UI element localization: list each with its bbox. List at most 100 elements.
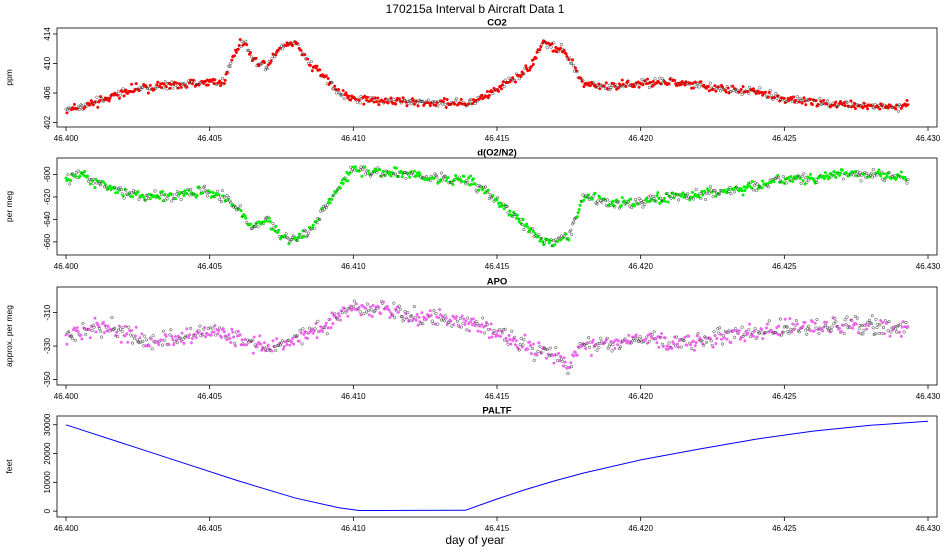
data-point xyxy=(713,189,717,193)
data-point xyxy=(766,95,770,99)
data-point xyxy=(513,343,518,347)
data-point xyxy=(490,335,494,339)
data-point xyxy=(576,211,580,215)
data-point xyxy=(751,188,755,192)
data-point xyxy=(336,317,340,321)
data-point xyxy=(504,336,508,340)
data-point xyxy=(870,314,874,318)
data-point xyxy=(477,188,481,192)
data-point xyxy=(236,207,240,211)
data-point xyxy=(124,188,128,192)
data-point xyxy=(784,181,788,185)
data-point xyxy=(669,76,673,80)
data-point xyxy=(823,323,828,327)
data-point xyxy=(701,342,705,346)
data-point xyxy=(605,336,609,340)
data-point xyxy=(615,198,619,202)
data-point xyxy=(476,329,480,333)
series-points xyxy=(64,299,910,376)
data-point xyxy=(410,171,414,176)
data-point xyxy=(886,329,890,333)
data-point xyxy=(124,88,128,92)
data-point xyxy=(121,325,125,329)
data-point xyxy=(355,100,359,104)
data-point xyxy=(652,83,656,87)
data-point xyxy=(683,83,687,87)
data-point xyxy=(851,326,855,330)
data-point xyxy=(774,91,778,95)
data-point xyxy=(337,314,341,318)
data-point xyxy=(542,346,547,350)
data-point xyxy=(798,176,802,180)
data-point xyxy=(578,203,582,207)
data-point xyxy=(857,173,861,178)
data-point xyxy=(793,327,797,331)
data-point xyxy=(248,51,253,55)
data-point xyxy=(817,332,821,336)
data-point xyxy=(313,327,317,331)
data-point xyxy=(360,174,364,178)
data-point xyxy=(405,316,409,320)
data-point xyxy=(206,83,210,87)
data-point xyxy=(318,217,322,221)
data-point xyxy=(189,341,194,345)
data-point xyxy=(785,325,789,329)
data-point xyxy=(549,238,553,242)
data-point xyxy=(250,59,254,63)
data-point xyxy=(760,186,764,190)
data-point xyxy=(719,332,723,336)
data-point xyxy=(85,174,90,178)
data-point xyxy=(630,341,634,345)
data-point xyxy=(292,234,296,238)
data-point xyxy=(475,322,479,326)
data-point xyxy=(258,334,262,338)
panel-2: d(O2/N2) per meg 46.400 46.405 46.410 46.415 4… xyxy=(4,148,941,272)
data-point xyxy=(317,217,321,221)
x-tick-label: 46.425 xyxy=(772,524,797,533)
data-point xyxy=(694,85,698,89)
data-point xyxy=(719,89,723,93)
data-point xyxy=(858,170,862,174)
data-point xyxy=(706,84,710,88)
data-point xyxy=(620,78,624,82)
data-point xyxy=(281,347,285,351)
data-point xyxy=(663,199,667,203)
data-point xyxy=(198,324,202,328)
data-point xyxy=(76,169,80,173)
data-point xyxy=(650,333,654,337)
data-point xyxy=(93,185,97,190)
data-point xyxy=(270,227,274,231)
data-point xyxy=(291,336,295,340)
data-point xyxy=(136,190,140,194)
data-point xyxy=(808,97,813,101)
data-point xyxy=(318,68,322,72)
y-tick-label: 402 xyxy=(43,115,52,129)
data-point xyxy=(894,327,898,331)
data-point xyxy=(653,77,657,81)
data-point xyxy=(712,189,716,193)
data-point xyxy=(385,304,389,308)
data-point xyxy=(734,185,739,189)
data-point xyxy=(843,104,847,108)
data-point xyxy=(690,195,694,199)
data-point xyxy=(345,309,349,313)
data-point xyxy=(896,324,901,328)
data-point xyxy=(713,84,717,88)
data-point xyxy=(817,103,821,107)
x-tick-label: 46.415 xyxy=(485,134,510,143)
data-point xyxy=(436,104,440,108)
data-point xyxy=(749,186,754,190)
data-point xyxy=(250,338,254,342)
data-point xyxy=(766,185,770,189)
data-point xyxy=(408,175,412,179)
y-tick-label: 414 xyxy=(43,27,52,41)
data-point xyxy=(163,80,167,84)
data-point xyxy=(845,315,849,319)
data-point xyxy=(752,183,756,187)
data-point xyxy=(485,89,489,94)
data-point xyxy=(513,335,517,339)
data-point xyxy=(333,312,337,316)
data-point xyxy=(632,339,636,343)
data-point xyxy=(227,195,231,199)
data-point xyxy=(416,323,420,327)
